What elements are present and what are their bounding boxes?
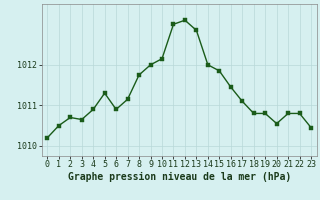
X-axis label: Graphe pression niveau de la mer (hPa): Graphe pression niveau de la mer (hPa) — [68, 172, 291, 182]
